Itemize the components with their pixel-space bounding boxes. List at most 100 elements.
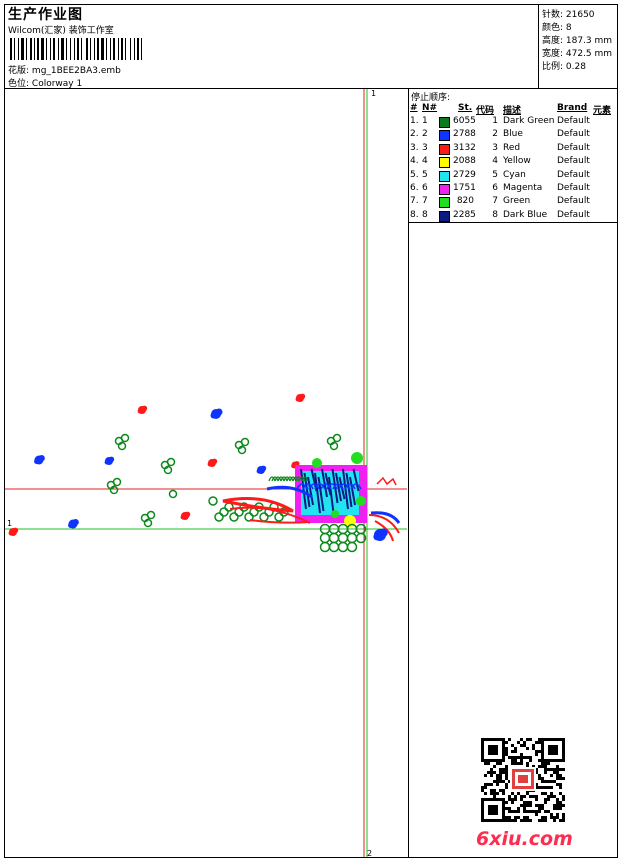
stitch-ring bbox=[346, 532, 358, 544]
qr-module bbox=[547, 768, 550, 771]
qr-module bbox=[508, 816, 511, 819]
qr-module bbox=[529, 795, 532, 798]
qr-module bbox=[529, 801, 532, 804]
qr-module bbox=[505, 783, 508, 786]
qr-module bbox=[541, 765, 544, 768]
qr-module bbox=[526, 816, 529, 819]
stitch-blob bbox=[34, 458, 40, 465]
qr-module bbox=[538, 741, 541, 744]
qr-module bbox=[556, 813, 559, 816]
color-swatch bbox=[439, 184, 450, 195]
qr-module bbox=[526, 765, 529, 768]
stitch-ring bbox=[117, 441, 127, 451]
qr-module bbox=[562, 798, 565, 801]
qr-module bbox=[508, 810, 511, 813]
row-brand: Default bbox=[557, 116, 590, 126]
qr-module bbox=[559, 807, 562, 810]
sequence-row: 7. 7 820 7 Green Default bbox=[409, 196, 617, 209]
row-brand: Default bbox=[557, 183, 590, 193]
row-code: 5 bbox=[492, 169, 498, 180]
design-file-name: mg_1BEE2BA3.emb bbox=[31, 66, 121, 76]
stitch-ring bbox=[219, 507, 229, 517]
stitch-blob bbox=[72, 519, 79, 526]
col-header-needle: N# bbox=[422, 103, 438, 113]
qr-module bbox=[505, 774, 508, 777]
qr-module bbox=[511, 819, 514, 822]
qr-module bbox=[538, 804, 541, 807]
stitch-line bbox=[286, 476, 294, 482]
stitch-swoosh bbox=[374, 520, 394, 542]
qr-module bbox=[541, 792, 544, 795]
qr-module bbox=[550, 792, 553, 795]
marker-left: 1 bbox=[7, 519, 12, 528]
qr-module bbox=[487, 783, 490, 786]
col-header-description: 描述 bbox=[503, 106, 522, 116]
qr-module bbox=[508, 819, 511, 822]
qr-module bbox=[496, 762, 499, 765]
qr-module bbox=[556, 765, 559, 768]
qr-module bbox=[514, 816, 517, 819]
stitch-blob bbox=[12, 527, 19, 534]
qr-module bbox=[505, 753, 508, 756]
qr-module bbox=[547, 780, 550, 783]
qr-module bbox=[556, 807, 559, 810]
qr-module bbox=[550, 795, 553, 798]
qr-module bbox=[556, 801, 559, 804]
stat-colors: 颜色: 8 bbox=[542, 23, 572, 33]
qr-module bbox=[538, 765, 541, 768]
qr-module bbox=[511, 762, 514, 765]
qr-module bbox=[520, 738, 523, 741]
stitch-line bbox=[344, 483, 356, 490]
stitch-blob bbox=[184, 511, 191, 518]
qr-module bbox=[535, 804, 538, 807]
stitch-line bbox=[271, 476, 279, 482]
stitch-ring bbox=[329, 441, 339, 451]
stitch-line bbox=[289, 476, 297, 482]
colorway-line: 色位: Colorway 1 bbox=[8, 76, 82, 89]
stitch-line bbox=[274, 476, 282, 482]
qr-module bbox=[538, 819, 541, 822]
qr-module bbox=[532, 744, 535, 747]
stitch-swoosh bbox=[222, 497, 294, 513]
qr-module bbox=[541, 780, 544, 783]
qr-module bbox=[529, 738, 532, 741]
row-needle: 8 bbox=[422, 209, 428, 220]
stitch-ring bbox=[109, 485, 119, 495]
row-index: 4. bbox=[410, 156, 419, 167]
qr-module bbox=[538, 810, 541, 813]
qr-module bbox=[559, 804, 562, 807]
stitch-line bbox=[338, 483, 350, 490]
motif-green bbox=[312, 458, 322, 468]
qr-finder bbox=[488, 805, 498, 815]
sequence-row: 1. 1 6055 1 Dark Green Default bbox=[409, 116, 617, 129]
stitch-blob bbox=[215, 408, 223, 416]
qr-module bbox=[547, 786, 550, 789]
stat-height: 高度: 187.3 mm bbox=[542, 36, 613, 46]
row-code: 8 bbox=[492, 209, 498, 220]
stitch-line bbox=[326, 483, 338, 490]
row-description: Dark Green bbox=[503, 116, 555, 126]
stitch-line bbox=[328, 476, 335, 518]
qr-module bbox=[526, 804, 529, 807]
qr-module bbox=[511, 759, 514, 762]
qr-module bbox=[508, 807, 511, 810]
stitch-blob bbox=[207, 461, 213, 467]
stitch-ring bbox=[346, 541, 358, 553]
qr-module bbox=[499, 768, 502, 771]
qr-module bbox=[547, 762, 550, 765]
stitch-ring bbox=[337, 541, 349, 553]
qr-module bbox=[523, 741, 526, 744]
qr-module bbox=[559, 768, 562, 771]
qr-module bbox=[535, 783, 538, 786]
row-brand: Default bbox=[557, 142, 590, 153]
stitch-ring bbox=[229, 512, 239, 522]
stitch-blob bbox=[104, 459, 110, 465]
row-code: 4 bbox=[492, 156, 498, 167]
qr-module bbox=[523, 819, 526, 822]
qr-module bbox=[499, 762, 502, 765]
stitch-ring bbox=[143, 518, 153, 528]
row-needle: 6 bbox=[422, 183, 428, 193]
qr-module bbox=[523, 807, 526, 810]
qr-module bbox=[562, 816, 565, 819]
qr-module bbox=[505, 771, 508, 774]
